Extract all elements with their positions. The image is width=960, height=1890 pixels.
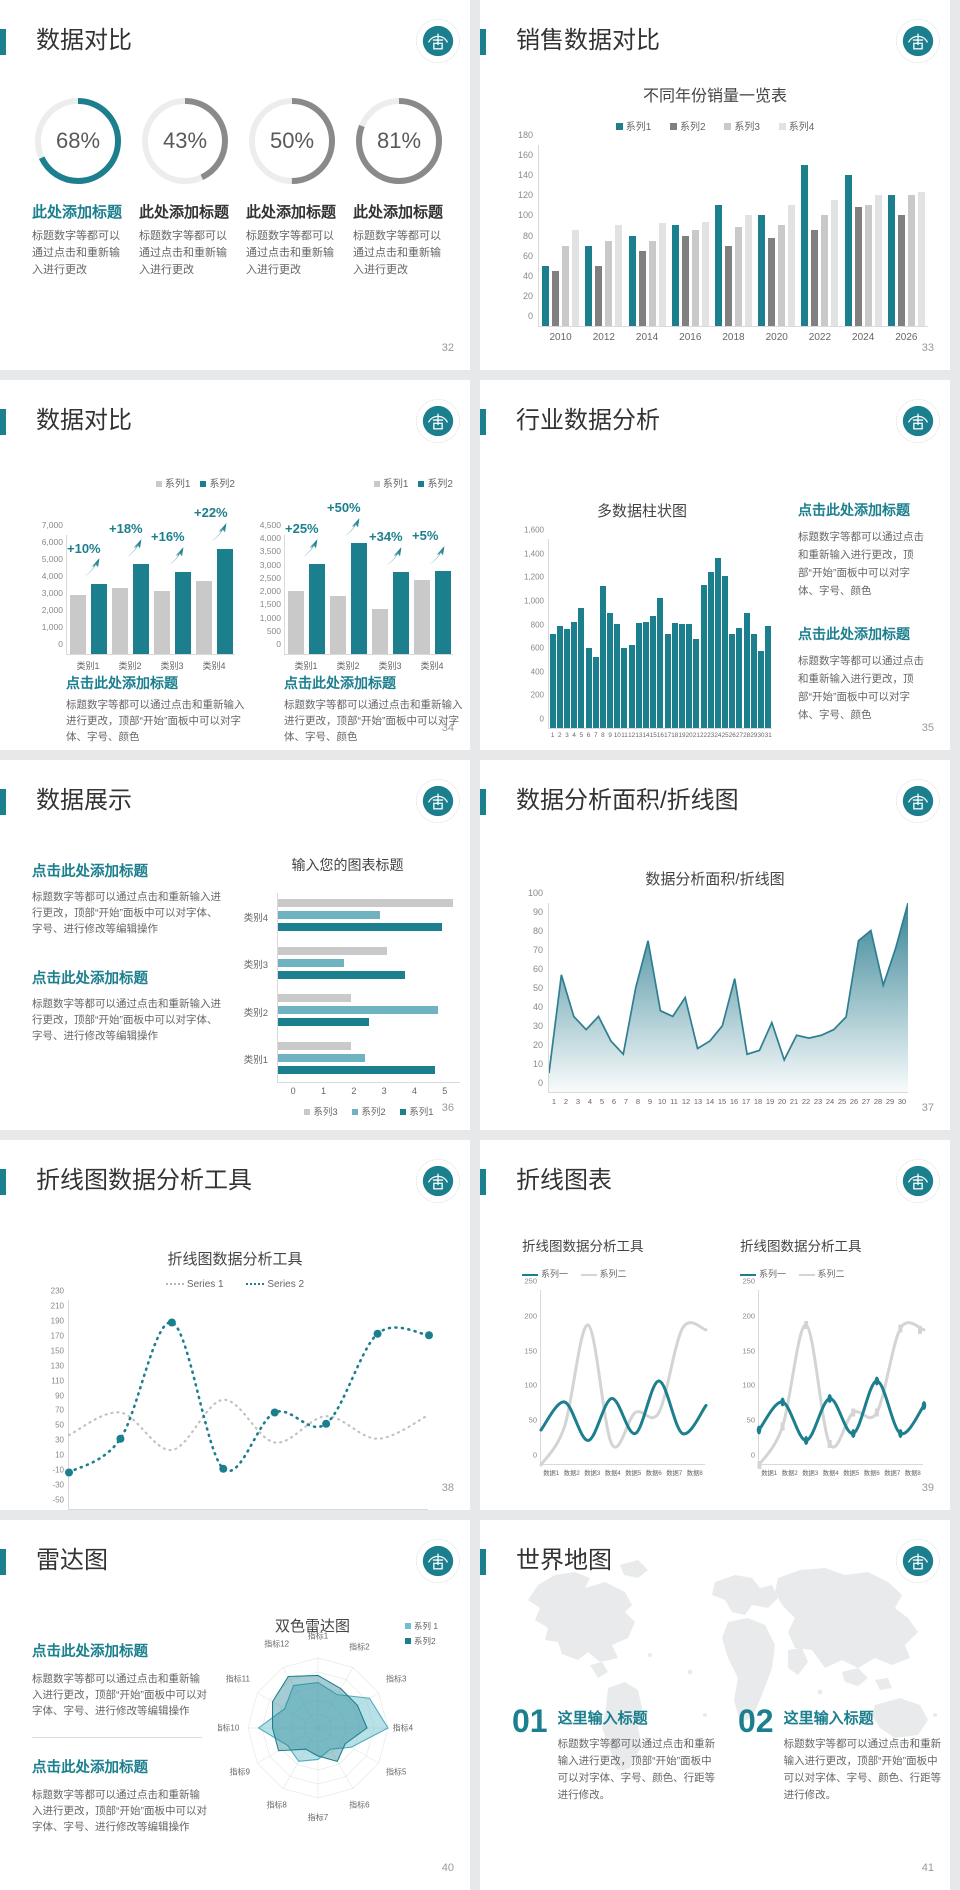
svg-text:指标10: 指标10 [218, 1723, 240, 1733]
svg-text:指标8: 指标8 [266, 1799, 287, 1809]
svg-text:指标12: 指标12 [264, 1639, 289, 1649]
svg-text:指标7: 指标7 [308, 1812, 329, 1822]
svg-text:指标2: 指标2 [349, 1641, 370, 1651]
svg-text:指标4: 指标4 [393, 1723, 414, 1733]
svg-text:指标5: 指标5 [386, 1767, 407, 1777]
svg-text:指标1: 指标1 [308, 1631, 329, 1641]
svg-text:指标9: 指标9 [230, 1767, 251, 1777]
svg-text:指标11: 指标11 [226, 1673, 251, 1683]
svg-text:指标6: 指标6 [349, 1799, 370, 1809]
svg-text:指标3: 指标3 [386, 1673, 407, 1683]
